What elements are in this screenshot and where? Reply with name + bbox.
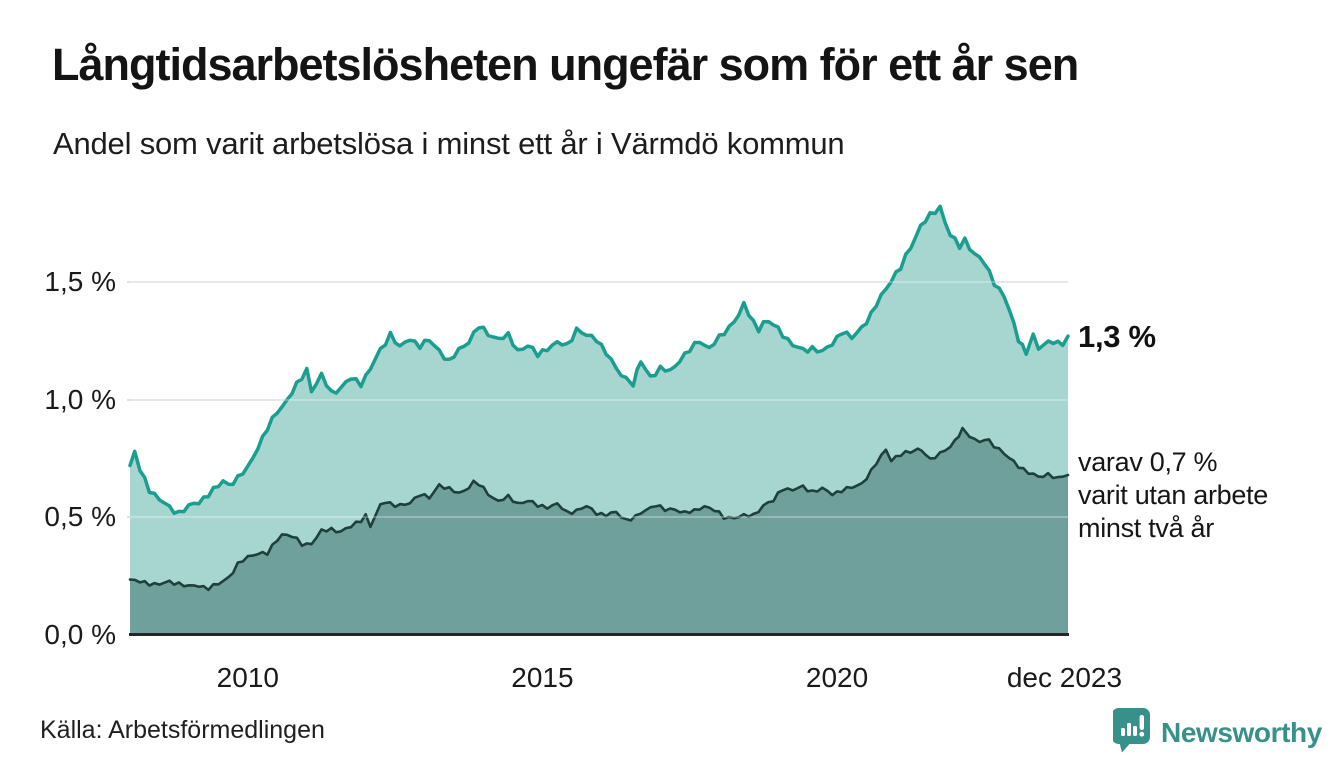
gridline-highlight-1 <box>130 398 1068 401</box>
source-note: Källa: Arbetsförmedlingen <box>40 716 325 744</box>
gridline-highlight-0.5 <box>130 516 1068 519</box>
newsworthy-logo-text: Newsworthy <box>1161 716 1322 748</box>
series2-area <box>130 428 1068 635</box>
series1-end-value-label: 1,3 % <box>1078 319 1156 354</box>
x-tick-label: 2010 <box>216 662 279 693</box>
chart-subtitle: Andel som varit arbetslösa i minst ett å… <box>53 126 845 161</box>
gridline-highlight-1.5 <box>130 281 1068 283</box>
y-tick-label: 0,5 % <box>44 501 116 533</box>
series2-annotation-line3: minst två år <box>1078 513 1214 543</box>
series2-annotation: varav 0,7 % varit utan arbete minst två … <box>1078 446 1268 545</box>
page-title: Långtidsarbetslösheten ungefär som för e… <box>52 39 1079 90</box>
series2-line <box>128 426 1070 592</box>
y-tick-label: 0,0 % <box>44 619 116 650</box>
gridline-1.5 <box>127 281 1068 283</box>
x-tick-label: 2020 <box>805 662 869 693</box>
chart-canvas <box>128 204 1070 636</box>
x-axis-baseline <box>129 633 1069 636</box>
x-tick-label: 2015 <box>511 662 574 693</box>
series1-line <box>128 204 1070 516</box>
y-tick-label: 1,5 % <box>44 266 116 297</box>
chart-plot-area <box>128 200 1070 636</box>
x-tick-label: dec 2023 <box>1006 662 1123 693</box>
newsworthy-bubble-chart-icon <box>1111 707 1151 758</box>
series2-annotation-line1: varav 0,7 % <box>1078 447 1218 477</box>
newsworthy-logo[interactable]: Newsworthy <box>1111 707 1322 758</box>
series2-annotation-line2: varit utan arbete <box>1078 480 1269 510</box>
y-tick-label: 1,0 % <box>44 383 116 415</box>
